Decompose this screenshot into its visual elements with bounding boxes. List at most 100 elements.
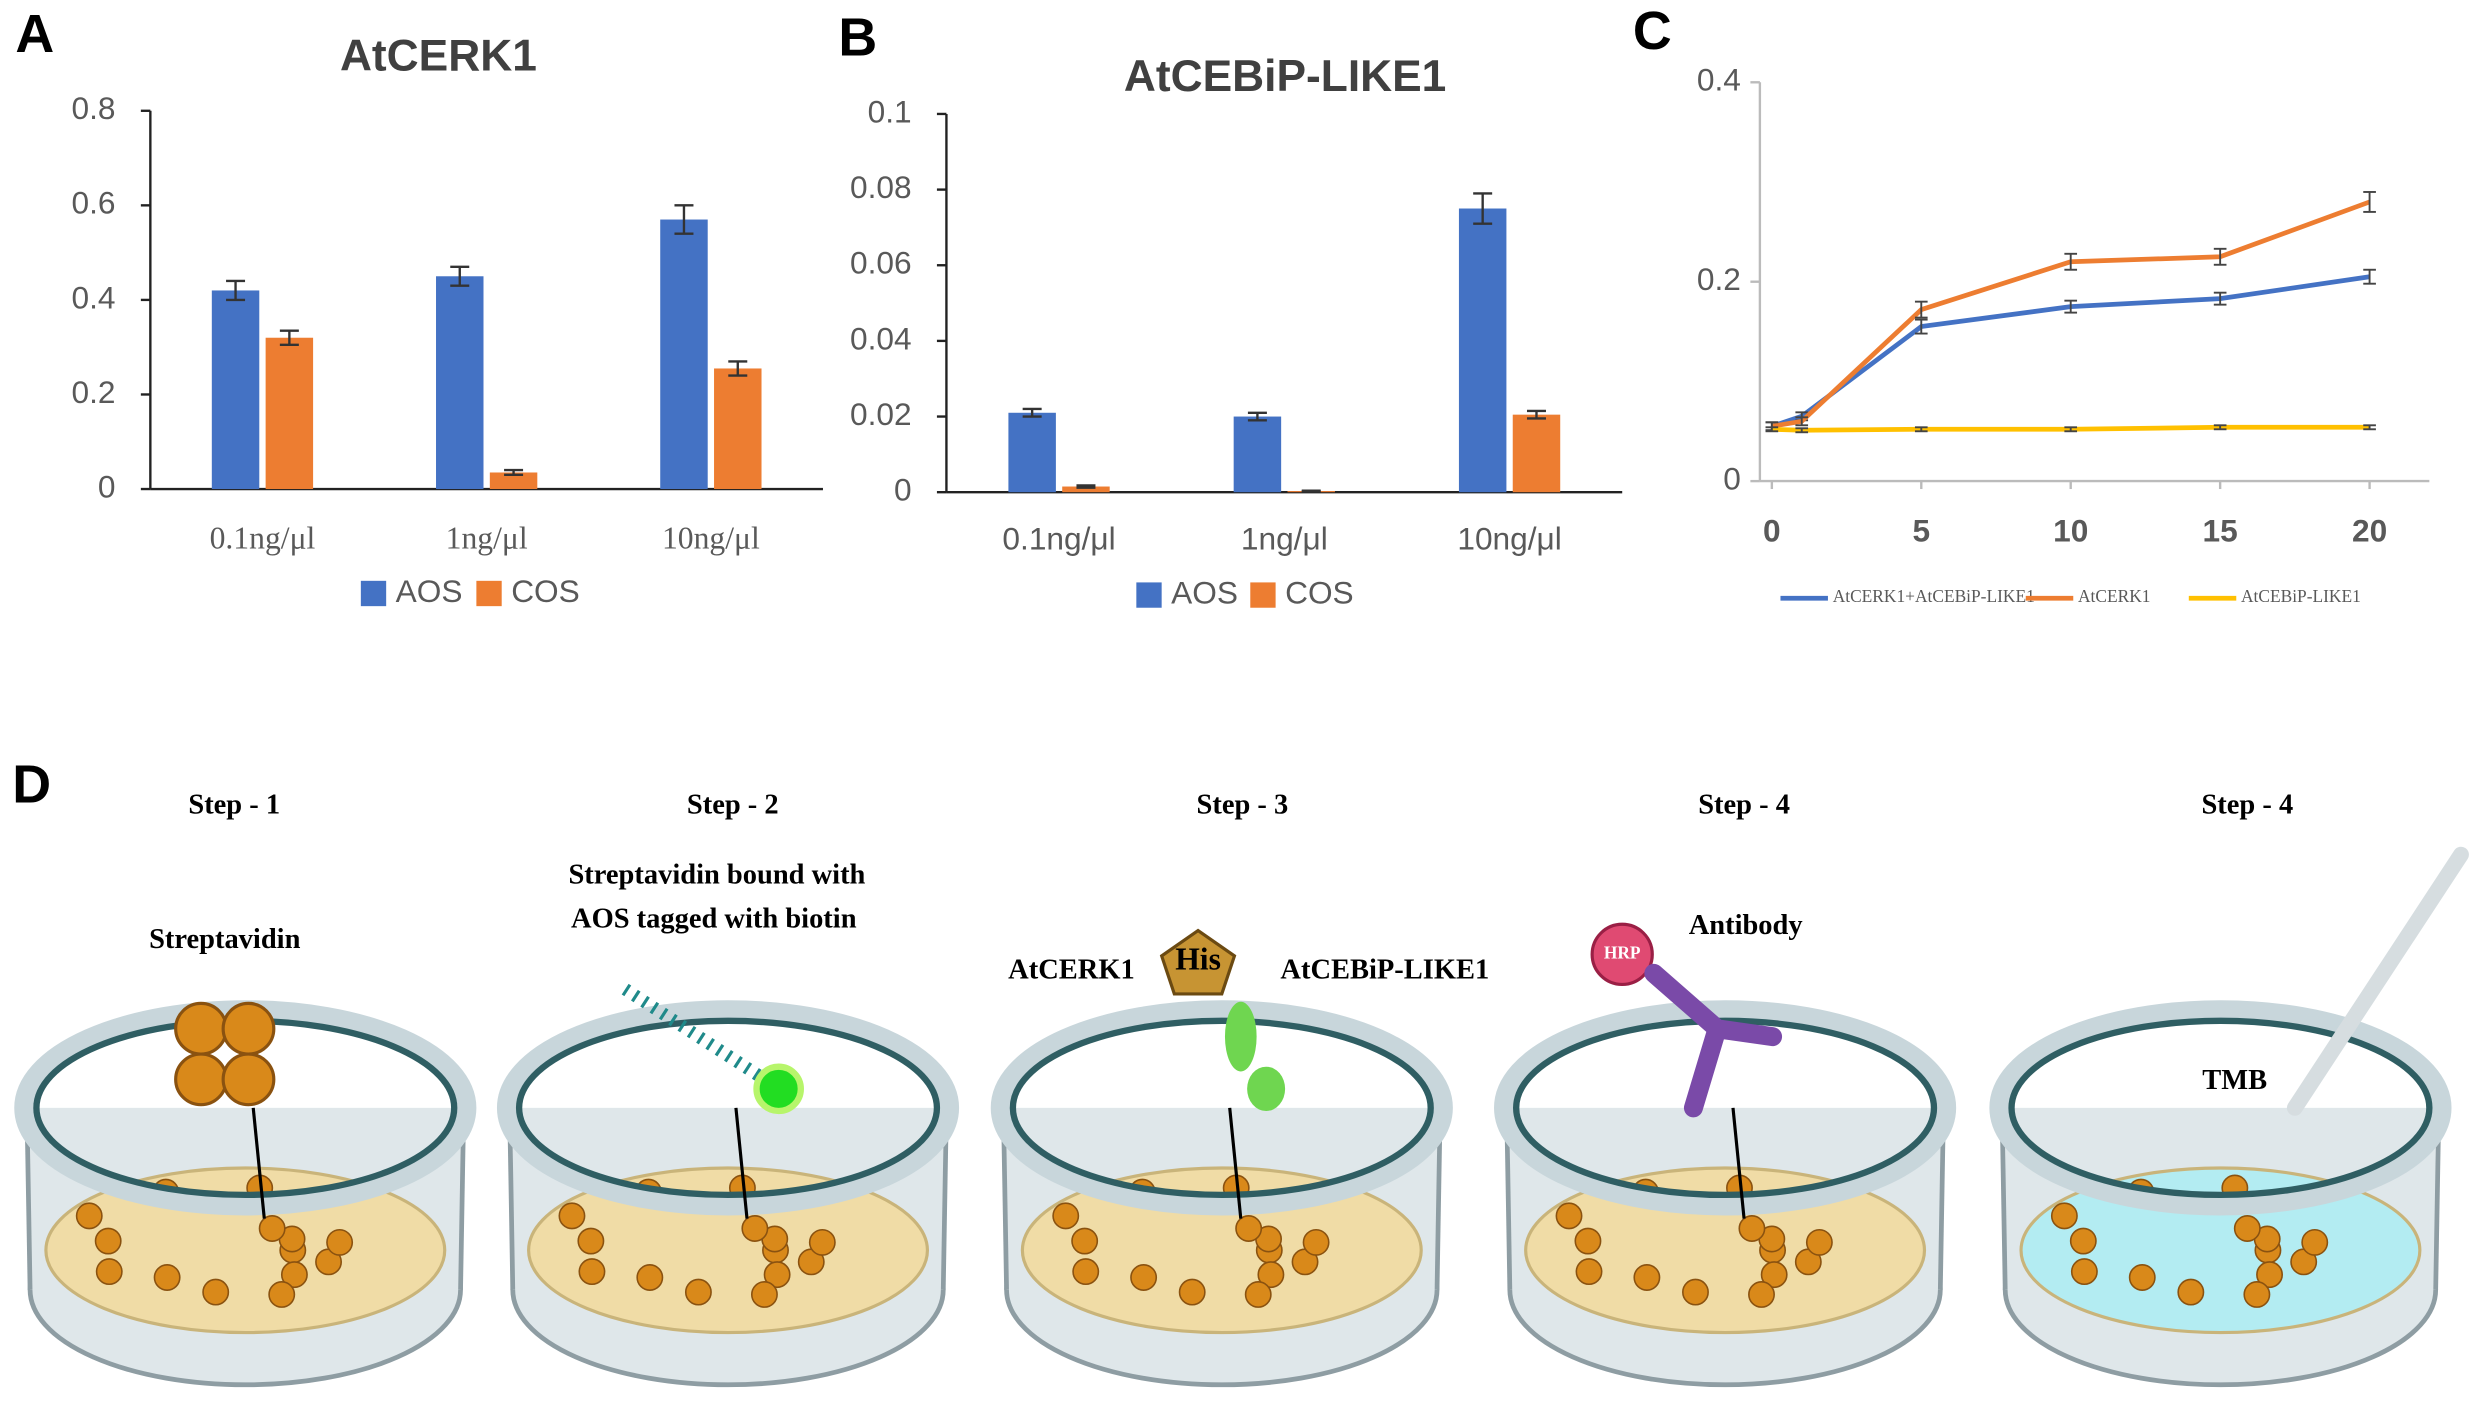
biotin — [753, 1063, 804, 1115]
legend-label: COS — [1285, 574, 1354, 610]
dish-rim-inner — [1009, 1017, 1434, 1199]
diagram-label: HRP — [1604, 942, 1641, 962]
error-bar — [1526, 409, 1546, 420]
molecule — [763, 1261, 791, 1289]
panel-label: D — [12, 754, 51, 814]
error-bar — [1914, 300, 1928, 319]
y-tick-label: 0 — [894, 472, 912, 508]
error-bar — [450, 265, 470, 287]
panel-label: B — [838, 7, 877, 67]
molecule — [2069, 1227, 2097, 1255]
molecule — [1574, 1227, 1602, 1255]
molecule — [1555, 1202, 1583, 1230]
y-tick-label: 0.2 — [1697, 261, 1741, 297]
error-bar — [1247, 411, 1267, 422]
error-bar — [2064, 426, 2078, 433]
error-bar — [2363, 191, 2376, 213]
streptavidin — [174, 1052, 228, 1107]
molecule — [280, 1261, 308, 1289]
x-tick-label: 10 — [2053, 513, 2088, 549]
arrow — [1731, 1107, 1746, 1219]
molecule — [1805, 1228, 1833, 1256]
molecule — [1738, 1215, 1766, 1242]
chart-title: AtCERK1 — [340, 31, 537, 80]
molecule — [2177, 1278, 2205, 1306]
legend-label: AtCEBiP-LIKE1 — [2241, 586, 2361, 606]
molecule — [2070, 1258, 2098, 1286]
dish-content — [2019, 1166, 2422, 1335]
molecule — [1302, 1228, 1330, 1256]
error-bar — [1301, 489, 1321, 493]
legend-label: AtCERK1 — [2078, 586, 2150, 606]
molecule — [2301, 1228, 2329, 1256]
molecule — [326, 1228, 354, 1256]
x-tick-label: 1ng/μl — [1241, 521, 1328, 557]
molecule — [1130, 1264, 1158, 1291]
error-bar — [1914, 426, 1928, 433]
dish-content — [44, 1166, 447, 1335]
dish-rim-inner — [515, 1017, 941, 1199]
hrp — [1590, 922, 1654, 986]
molecule — [95, 1258, 123, 1286]
x-tick-label: 10ng/μl — [662, 521, 760, 556]
y-tick-label: 0.4 — [1697, 62, 1741, 98]
molecule — [258, 1215, 286, 1242]
y-tick-label: 0 — [1723, 460, 1741, 496]
legend-swatch — [1136, 582, 1162, 608]
error-bar — [1765, 426, 1779, 433]
y-tick-label: 0.1 — [868, 93, 912, 129]
error-bar — [1076, 484, 1096, 489]
molecule — [1052, 1202, 1080, 1230]
streptavidin — [221, 1001, 276, 1056]
step-title: Step - 4 — [1698, 790, 1790, 821]
dish-content — [1020, 1166, 1423, 1335]
molecule — [2243, 1281, 2271, 1308]
dish-rim-inner — [2008, 1017, 2433, 1199]
step-title: Step - 3 — [1197, 790, 1289, 821]
molecule — [2256, 1261, 2283, 1289]
error-bar — [226, 279, 246, 302]
bar — [1458, 208, 1507, 493]
diagram-label: His — [1175, 942, 1221, 977]
his-tag — [1159, 928, 1237, 996]
bar — [211, 290, 260, 490]
error-bar — [1795, 416, 1809, 427]
step-title: Step - 1 — [188, 790, 280, 821]
molecule — [1633, 1264, 1661, 1291]
diagram-label: AtCEBiP-LIKE1 — [1280, 954, 1489, 985]
bar — [714, 368, 762, 490]
error-bar — [2213, 291, 2227, 306]
molecule — [268, 1281, 296, 1308]
diagram-label: AtCERK1 — [1008, 954, 1135, 985]
line — [1771, 274, 2370, 429]
error-bar — [2213, 247, 2227, 266]
legend-swatch — [360, 580, 387, 607]
diagram-label: Streptavidin — [149, 924, 301, 955]
molecule — [1072, 1258, 1100, 1286]
y-tick-label: 0.2 — [72, 374, 116, 410]
dish-rim — [496, 1000, 960, 1216]
dish-content — [1524, 1166, 1927, 1335]
molecule — [1760, 1261, 1788, 1289]
legend-label: AOS — [396, 573, 463, 609]
arrow — [1228, 1107, 1243, 1219]
legend-swatch — [1250, 582, 1276, 608]
biotin-chain — [621, 983, 764, 1082]
panel-label: C — [1633, 1, 1672, 61]
molecule — [1748, 1281, 1775, 1308]
bar — [1233, 416, 1282, 493]
error-bar — [2363, 268, 2376, 285]
step-title: Step - 2 — [687, 790, 779, 821]
molecule — [2233, 1215, 2261, 1242]
error-bar — [1795, 427, 1809, 434]
molecule — [94, 1227, 122, 1255]
bar — [1008, 412, 1056, 493]
y-tick-label: 0.04 — [850, 320, 912, 356]
error-bar — [2064, 252, 2078, 271]
molecule — [741, 1215, 769, 1242]
streptavidin — [174, 1001, 228, 1056]
bar — [1512, 414, 1561, 493]
molecule — [1257, 1261, 1285, 1289]
